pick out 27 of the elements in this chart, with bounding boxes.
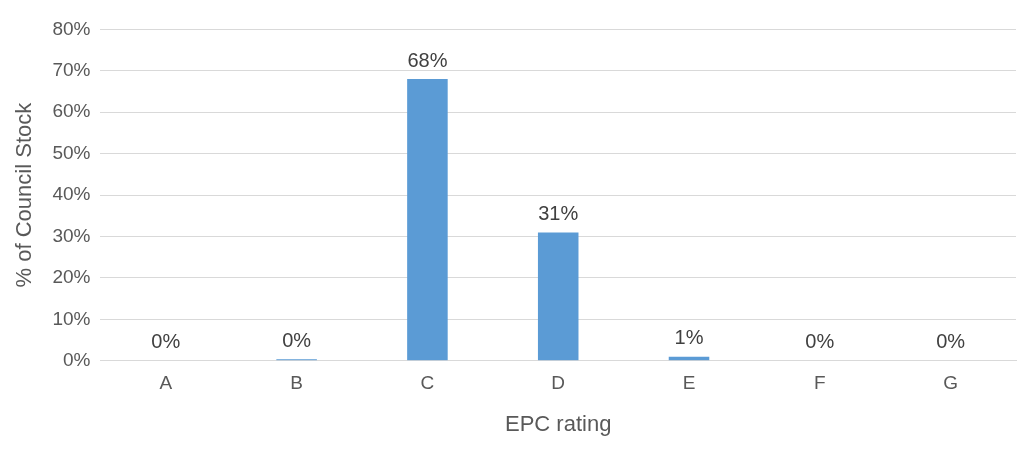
data-label: 31% xyxy=(538,201,579,224)
y-tick-label: 0% xyxy=(62,349,91,371)
y-tick-label: 10% xyxy=(52,307,91,329)
y-tick-label: 20% xyxy=(52,266,91,288)
data-label: 68% xyxy=(407,48,448,71)
x-tick-label: D xyxy=(551,372,566,394)
data-label: 1% xyxy=(674,326,704,349)
x-tick-label: A xyxy=(159,372,173,394)
data-label: 0% xyxy=(151,330,181,353)
y-tick-label: 50% xyxy=(52,141,91,163)
bar xyxy=(537,232,579,361)
x-axis-title: EPC rating xyxy=(505,410,612,436)
x-tick-label: E xyxy=(682,372,696,394)
y-tick-label: 70% xyxy=(52,59,91,81)
x-tick-label: F xyxy=(814,372,826,394)
y-tick-label: 30% xyxy=(52,224,91,246)
x-tick-label: C xyxy=(420,372,435,394)
y-tick-label: 60% xyxy=(52,100,91,122)
y-axis-title: % of Council Stock xyxy=(11,101,37,288)
data-label: 0% xyxy=(936,330,966,353)
y-tick-label: 40% xyxy=(52,183,91,205)
data-label: 0% xyxy=(282,328,312,351)
data-label: 0% xyxy=(805,330,835,353)
bar xyxy=(407,79,448,361)
x-tick-label: B xyxy=(290,372,303,394)
x-tick-label: G xyxy=(943,372,958,394)
y-tick-label: 80% xyxy=(52,17,91,39)
